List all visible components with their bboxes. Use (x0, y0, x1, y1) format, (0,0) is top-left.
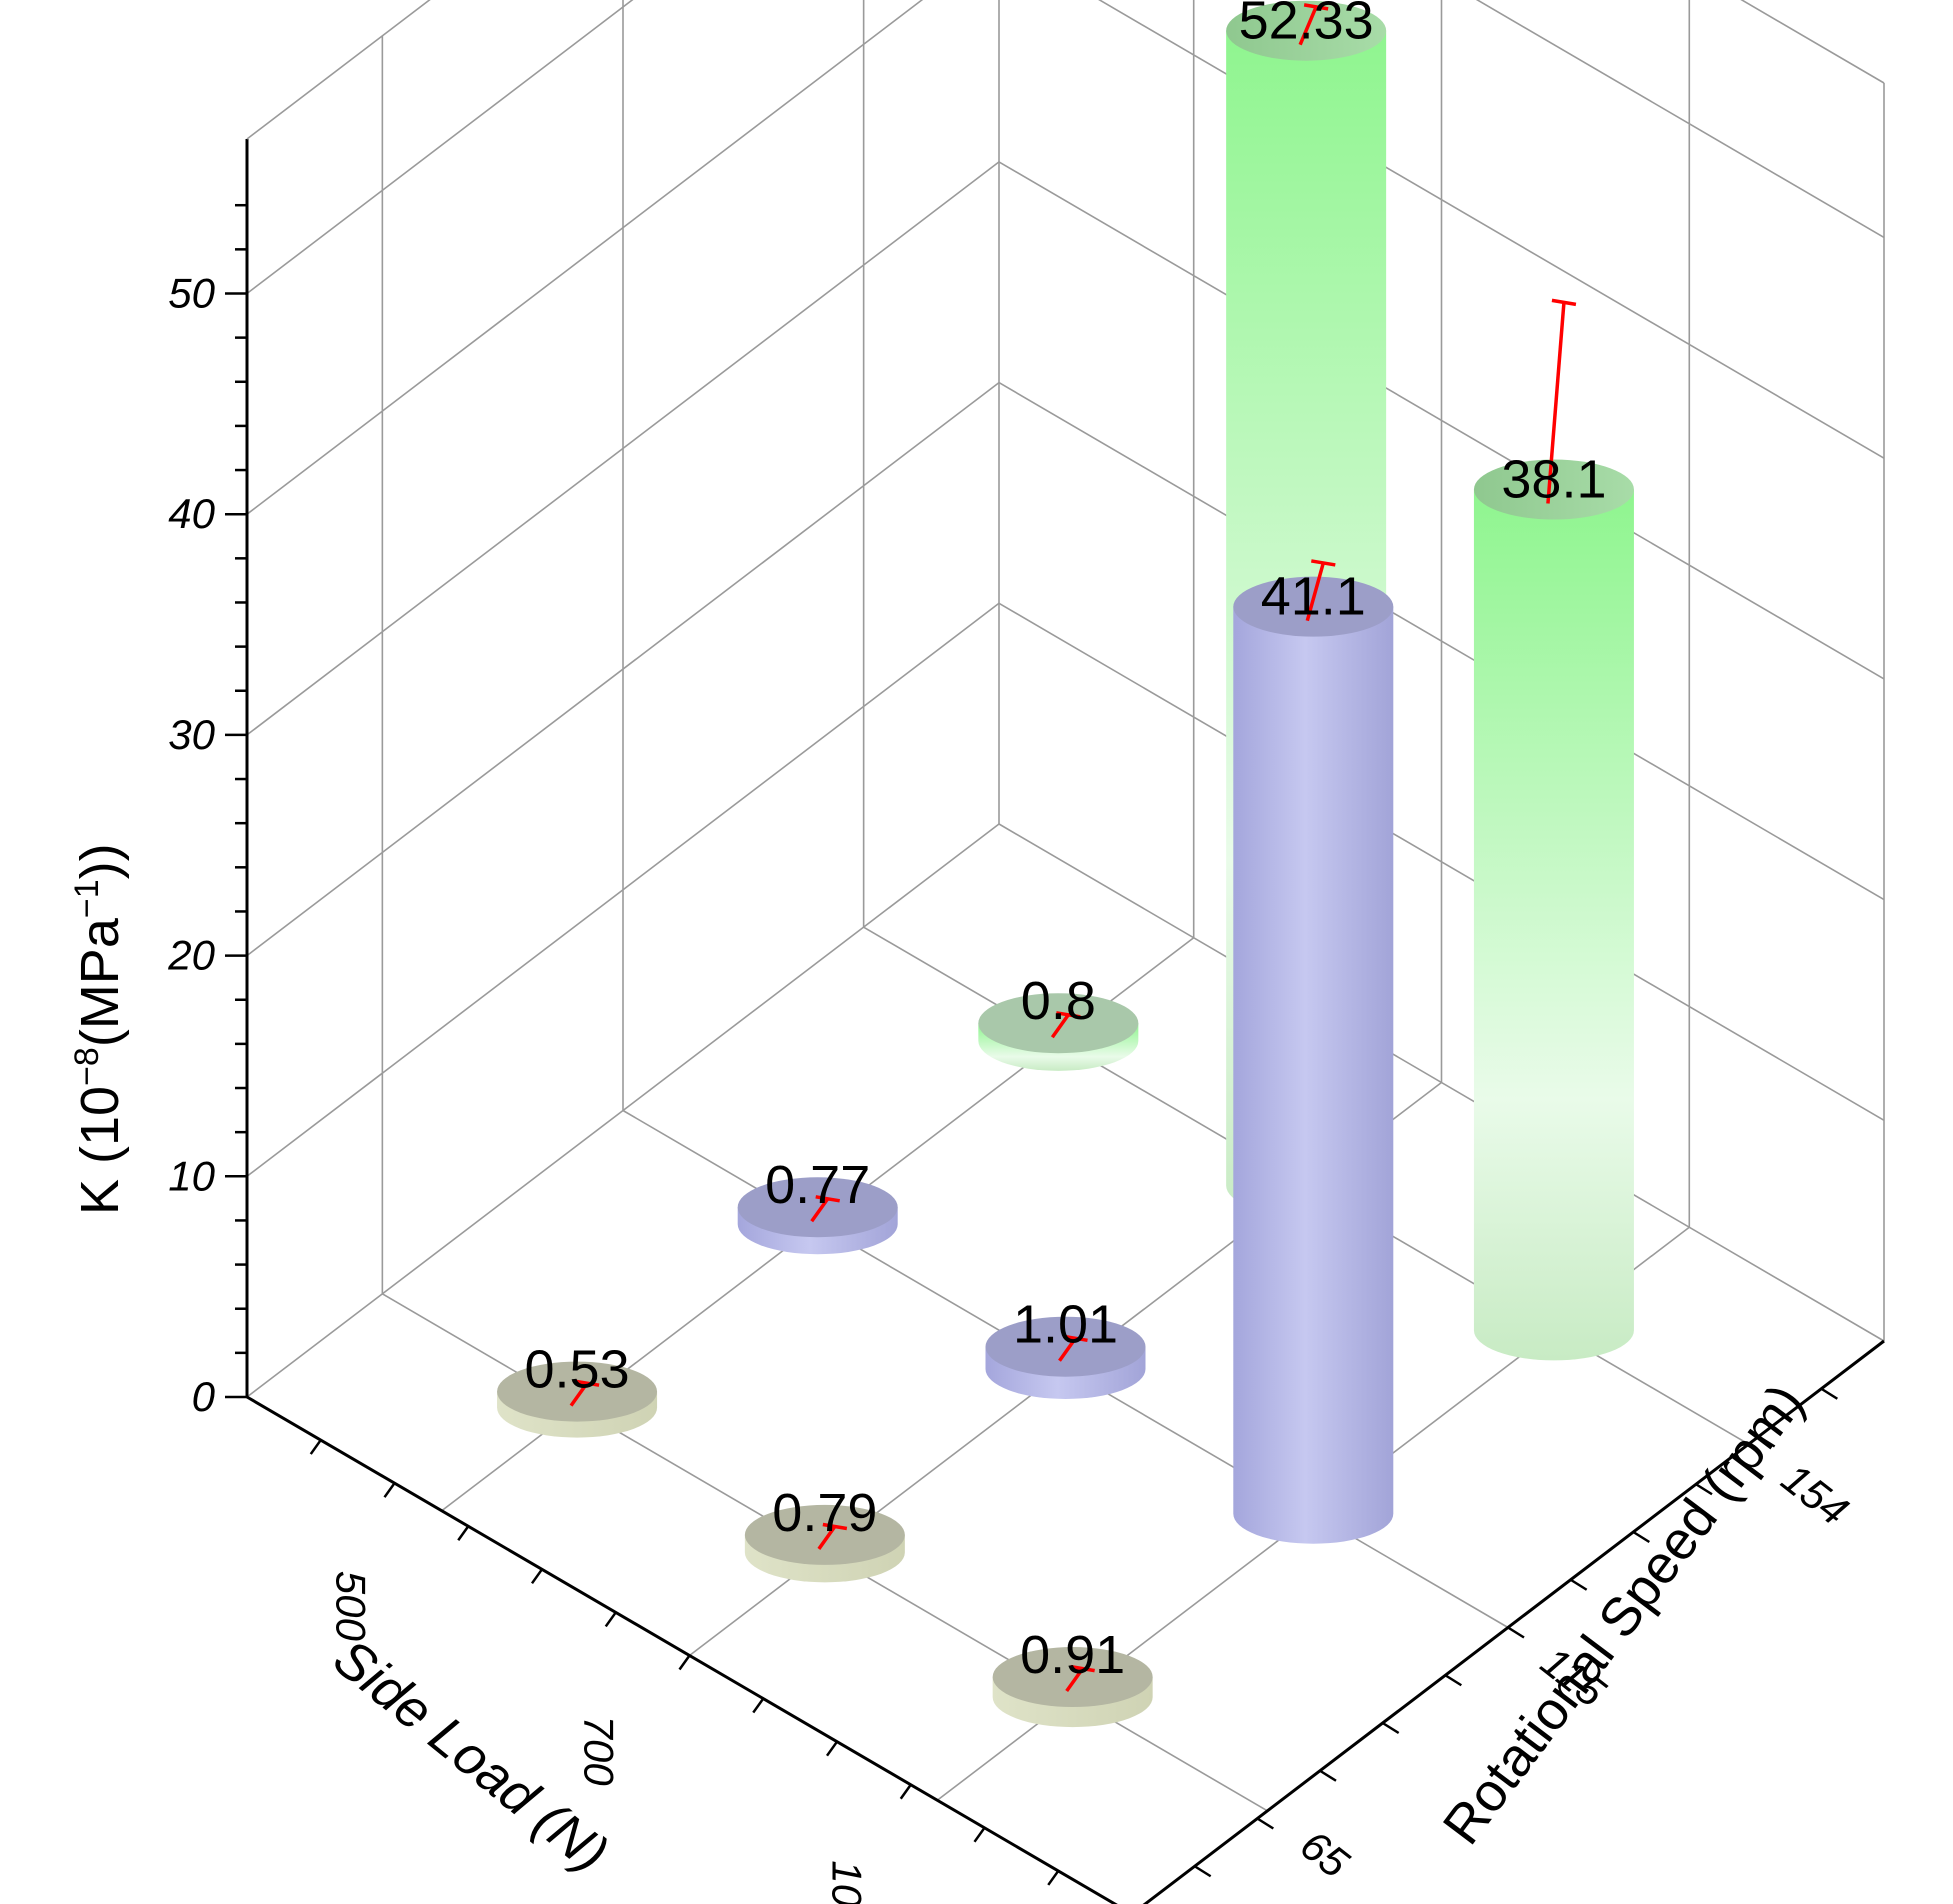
error-bar-cap (1311, 559, 1336, 567)
bar-body (1473, 489, 1634, 1361)
data-label: 0.79 (772, 1483, 877, 1543)
x-axis-tick (530, 1568, 544, 1585)
x-axis-tick (973, 1827, 986, 1843)
error-bar (1065, 1667, 1085, 1693)
x-axis-tick (752, 1697, 765, 1714)
error-bar-cap (574, 1379, 600, 1387)
bar-top (1233, 576, 1394, 637)
bars (497, 0, 1634, 1728)
data-label: 0.91 (1020, 1625, 1125, 1685)
x-axis-tick (309, 1439, 322, 1455)
y-axis-tick (1570, 1578, 1588, 1591)
bar-500-154 (978, 993, 1139, 1071)
y-axis-tick (1820, 1387, 1838, 1400)
error-bar (817, 1525, 837, 1550)
x-axis-tick (825, 1740, 839, 1757)
z-tick-label: 30 (168, 711, 215, 758)
bar-1000-65 (992, 1647, 1153, 1728)
bar-top (978, 993, 1139, 1054)
error-bar-cap (1056, 1011, 1081, 1019)
x-axis-tick (678, 1654, 691, 1671)
error-bar (1058, 1337, 1077, 1362)
error-bar-cap (822, 1522, 848, 1531)
bar-1000-115 (1233, 559, 1394, 1544)
bar-700-115 (985, 1316, 1146, 1399)
y-axis-tick (1444, 1674, 1462, 1687)
error-bar (1050, 1013, 1070, 1039)
x-tick-label: 700 (576, 1716, 623, 1787)
error-bar (569, 1382, 589, 1407)
y-axis-tick (1382, 1721, 1400, 1735)
y-axis-tick (1507, 1626, 1525, 1639)
y-axis-tick (1256, 1817, 1274, 1830)
bar-body (1233, 606, 1394, 1544)
x-axis-tick (383, 1482, 396, 1498)
x-axis-tick (604, 1611, 617, 1628)
data-label: 52.33 (1239, 0, 1374, 51)
y-axis-tick (1319, 1769, 1337, 1782)
error-bar (1305, 562, 1325, 622)
bar-top (1473, 459, 1634, 520)
z-tick-label: 0 (192, 1373, 216, 1420)
z-tick-label: 20 (167, 932, 215, 979)
y-tick-label: 154 (1773, 1454, 1857, 1534)
error-bar-cap (1303, 3, 1329, 11)
data-label: 41.1 (1261, 567, 1366, 627)
bar-top (744, 1504, 905, 1565)
error-bar-cap (1551, 298, 1577, 307)
bar-top (737, 1177, 898, 1238)
y-axis-title: Rotational Speed (rpm) (1432, 1373, 1816, 1855)
error-bar (1298, 6, 1318, 46)
y-axis-tick (1194, 1865, 1212, 1878)
x-tick-label: 500 (328, 1571, 375, 1642)
bar-700-65 (744, 1504, 905, 1583)
bar-top (992, 1647, 1153, 1708)
data-labels: 0.8 0.77 52.33 0.53 1.01 38.1 0.79 41.1 0.91 (525, 0, 1607, 1685)
bar-500-65 (497, 1361, 658, 1438)
bar-top (985, 1316, 1146, 1377)
x-axis-tick (457, 1525, 470, 1541)
bar-500-115 (737, 1177, 898, 1255)
data-label: 0.77 (765, 1155, 870, 1215)
y-axis-tick (1632, 1530, 1650, 1544)
x-axis-tick (1047, 1870, 1060, 1886)
z-tick-label: 10 (168, 1152, 215, 1199)
data-label: 0.53 (525, 1340, 630, 1400)
bar-1000-154 (1473, 298, 1634, 1361)
y-tick-label: 65 (1292, 1821, 1358, 1887)
y-axis-tick (1695, 1483, 1713, 1496)
y-axis-tick (1758, 1435, 1776, 1448)
error-bar-cap (1070, 1664, 1095, 1673)
bar-top (497, 1361, 658, 1422)
z-axis-title: K (10−8(MPa−1)) (68, 843, 130, 1215)
error-bar-cap (1063, 1334, 1088, 1343)
grid-line-right-wall (1475, 0, 1885, 239)
error-bar-cap (815, 1195, 840, 1203)
frame-top-edge (246, 0, 431, 140)
data-label: 38.1 (1501, 450, 1606, 510)
data-label: 0.8 (1021, 971, 1096, 1031)
z-tick-label: 50 (168, 269, 215, 316)
data-label: 1.01 (1013, 1295, 1118, 1355)
x-axis-tick (899, 1784, 912, 1800)
x-tick-label: 1000 (823, 1860, 870, 1904)
z-tick-label: 40 (168, 490, 215, 537)
x-axis-title: Side Load (N) (322, 1628, 619, 1884)
axes-frame (225, 0, 1885, 1904)
error-bar (1546, 302, 1566, 504)
error-bar (810, 1197, 830, 1223)
